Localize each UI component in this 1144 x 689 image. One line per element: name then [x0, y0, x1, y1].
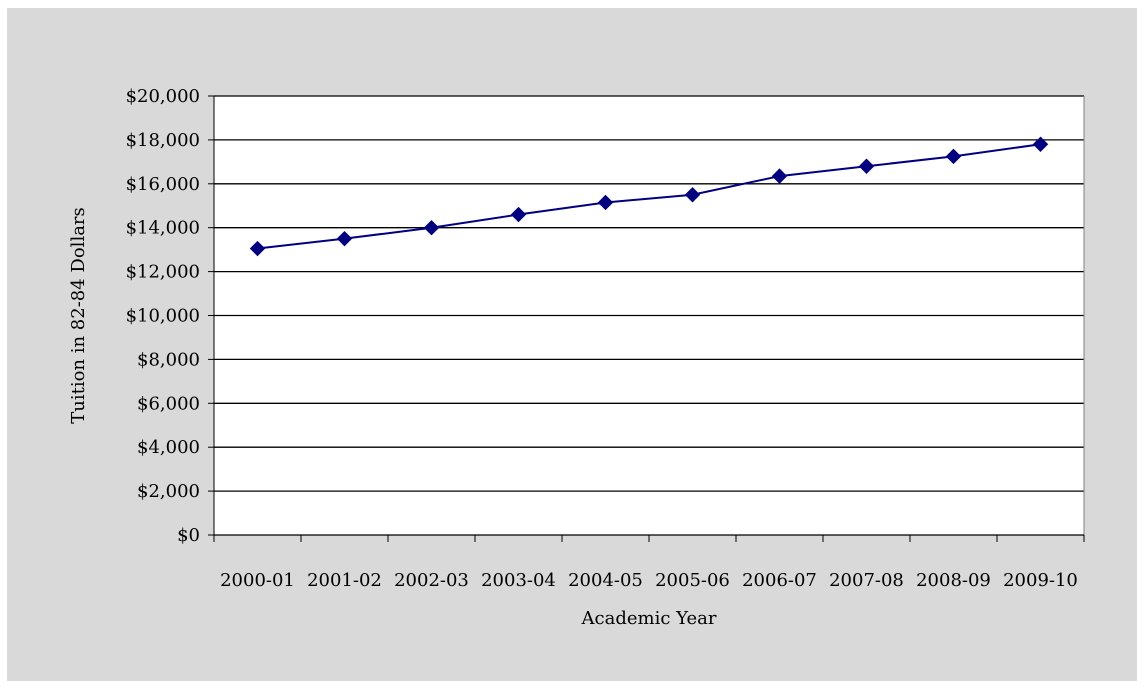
x-tick-label: 2009-10	[1003, 570, 1078, 591]
data-point-marker	[423, 219, 440, 236]
y-tick-label: $6,000	[137, 393, 200, 414]
x-tick-label: 2006-07	[742, 570, 817, 591]
x-tick-label: 2007-08	[829, 570, 904, 591]
data-point-marker	[945, 148, 962, 165]
data-point-marker	[1032, 136, 1049, 152]
y-tick-labels: $0 $2,000 $4,000 $6,000 $8,000 $10,000 $12,000…	[126, 86, 200, 546]
y-tick-label: $20,000	[126, 86, 200, 107]
gridlines	[214, 95, 1084, 492]
tuition-line-chart: $0 $2,000 $4,000 $6,000 $8,000 $10,000 $12,000…	[68, 86, 1085, 629]
x-tick-label: 2005-06	[655, 570, 730, 591]
y-tick-label: $14,000	[126, 218, 200, 239]
x-tick-label: 2000-01	[220, 570, 295, 591]
x-tick-label: 2002-03	[394, 570, 469, 591]
series-layer	[249, 136, 1049, 257]
y-tick-label: $4,000	[137, 437, 200, 458]
data-point-marker	[336, 230, 353, 247]
x-axis-title: Academic Year	[581, 608, 717, 629]
y-tick-label: $16,000	[126, 174, 200, 195]
y-tick-label: $18,000	[126, 130, 200, 151]
y-tick-label: $0	[177, 525, 200, 546]
data-point-marker	[858, 158, 875, 174]
x-tick-label: 2004-05	[568, 570, 643, 591]
axes	[208, 95, 1085, 542]
series-line	[257, 143, 1041, 250]
x-tick-label: 2008-09	[916, 570, 991, 591]
y-tick-label: $12,000	[126, 262, 200, 283]
chart-area: $0 $2,000 $4,000 $6,000 $8,000 $10,000 $12,000…	[7, 8, 1137, 681]
data-point-marker	[771, 168, 788, 184]
data-point-marker	[249, 240, 266, 257]
data-point-marker	[684, 187, 701, 203]
data-point-marker	[597, 194, 614, 211]
y-tick-label: $8,000	[137, 349, 200, 370]
data-point-marker	[510, 206, 527, 223]
y-tick-label: $2,000	[137, 481, 200, 502]
x-tick-label: 2001-02	[307, 570, 382, 591]
y-axis-title: Tuition in 82-84 Dollars	[68, 207, 89, 424]
x-tick-label: 2003-04	[481, 570, 556, 591]
x-tick-labels: 2000-01 2001-02 2002-03 2003-04 2004-05 2005-…	[220, 570, 1078, 591]
y-tick-label: $10,000	[126, 306, 200, 327]
